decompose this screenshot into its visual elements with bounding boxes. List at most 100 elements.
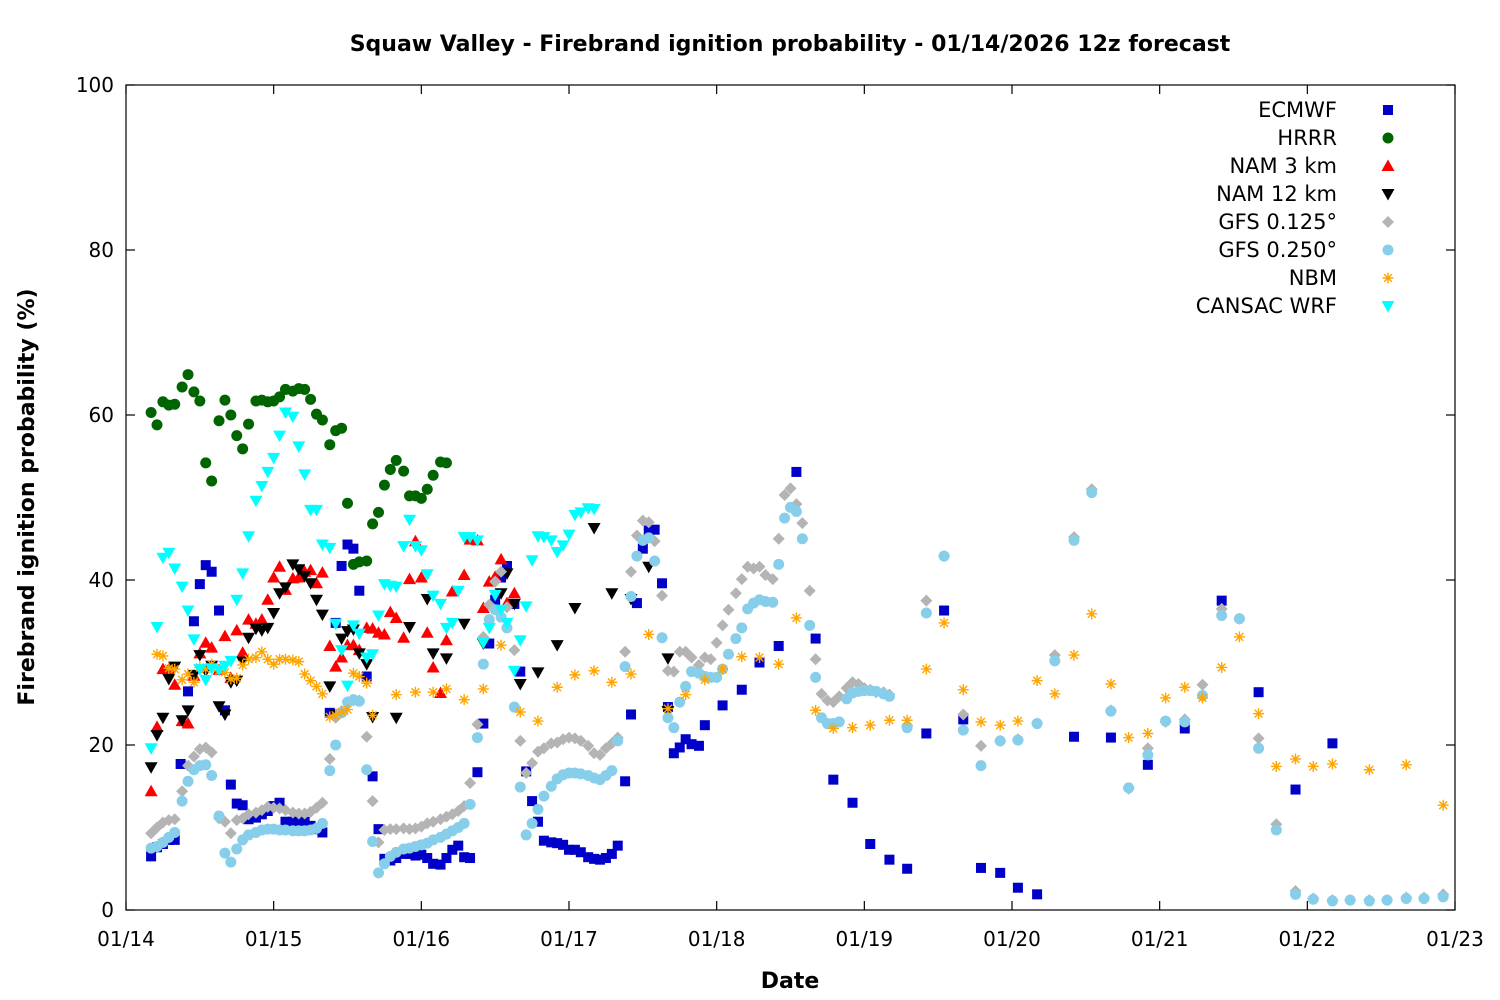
y-tick-label: 80 — [89, 238, 114, 262]
ecmwf-point — [1069, 731, 1080, 742]
hrrr-point — [378, 479, 390, 491]
cansac-wrf-point — [408, 541, 422, 553]
gfs-0-125-point — [784, 482, 797, 495]
nbm-point — [330, 709, 342, 721]
hrrr-point — [274, 391, 286, 403]
nam-12-km-point — [162, 674, 176, 686]
hrrr-point — [427, 469, 439, 481]
ecmwf-point — [416, 849, 427, 860]
gfs-0-125-point — [753, 560, 766, 573]
nam-3-km-point — [457, 568, 471, 581]
hrrr-point — [188, 386, 200, 398]
cansac-wrf-point — [242, 531, 256, 543]
nam-3-km-point — [434, 686, 448, 699]
ecmwf-point — [643, 525, 654, 536]
ecmwf-point — [175, 758, 186, 769]
nbm-point — [347, 667, 359, 679]
ecmwf-point — [558, 839, 569, 850]
nbm-point — [551, 681, 563, 693]
legend-label-nam-3-km: NAM 3 km — [1229, 154, 1337, 178]
ecmwf-point — [183, 686, 194, 697]
nbm-point — [440, 683, 452, 695]
x-tick-label: 01/16 — [393, 927, 451, 951]
nbm-point — [219, 666, 231, 678]
nbm-point — [409, 686, 421, 698]
gfs-0-250-point — [779, 512, 791, 524]
ecmwf-point — [538, 835, 549, 846]
cansac-wrf-point — [323, 542, 337, 555]
cansac-wrf-point — [574, 507, 588, 519]
ecmwf-point — [575, 847, 586, 858]
gfs-0-125-point — [514, 734, 527, 747]
cansac-wrf-point — [335, 645, 349, 657]
gfs-0-125-point — [716, 619, 729, 632]
gfs-0-250-point — [994, 735, 1006, 747]
nam-12-km-point — [242, 632, 256, 645]
nbm-point — [1216, 661, 1228, 673]
nbm-point — [1031, 675, 1043, 687]
y-tick-label: 20 — [89, 733, 114, 757]
legend-marker-nam-12-km — [1381, 189, 1395, 201]
nam-3-km-point — [261, 593, 275, 605]
gfs-0-125-point — [205, 746, 218, 759]
nbm-point — [237, 659, 249, 671]
gfs-0-250-point — [1031, 718, 1043, 730]
nbm-point — [883, 714, 895, 726]
nam-3-km-point — [420, 626, 434, 638]
cansac-wrf-point — [249, 495, 263, 508]
nam-12-km-point — [550, 640, 564, 652]
legend-label-gfs-0-250: GFS 0.250° — [1218, 238, 1337, 262]
nam-3-km-point — [218, 629, 232, 642]
ecmwf-point — [280, 816, 291, 827]
ecmwf-point — [231, 798, 242, 809]
gfs-0-125-point — [778, 489, 791, 502]
nbm-point — [176, 674, 188, 686]
gfs-0-125-point — [815, 687, 828, 700]
cansac-wrf-point — [562, 529, 576, 542]
ecmwf-point — [637, 543, 648, 554]
nbm-point — [1400, 759, 1412, 771]
cansac-wrf-point — [187, 634, 201, 646]
gfs-0-250-point — [1437, 891, 1449, 903]
cansac-wrf-point — [556, 540, 570, 552]
ecmwf-point — [686, 739, 697, 750]
gfs-0-250-point — [1012, 734, 1024, 746]
cansac-wrf-point — [525, 555, 539, 567]
nbm-point — [662, 703, 674, 715]
cansac-wrf-point — [224, 655, 238, 668]
gfs-0-125-point — [582, 739, 595, 752]
gfs-0-250-point — [532, 803, 544, 815]
hrrr-point — [384, 463, 396, 475]
nam-3-km-point — [476, 601, 490, 614]
hrrr-point — [243, 418, 255, 430]
gfs-0-250-point — [324, 765, 336, 777]
cansac-wrf-point — [420, 569, 434, 581]
gfs-0-125-point — [920, 594, 933, 607]
ecmwf-point — [391, 853, 402, 864]
cansac-wrf-point — [544, 535, 558, 547]
cansac-wrf-point — [389, 581, 403, 594]
ecmwf-point — [828, 774, 839, 785]
hrrr-point — [305, 393, 317, 405]
nam-3-km-point — [426, 660, 440, 673]
gfs-0-125-point — [176, 785, 189, 798]
ecmwf-point — [699, 720, 710, 731]
nam-12-km-point — [323, 681, 337, 693]
gfs-0-250-point — [182, 775, 194, 787]
nam-3-km-point — [205, 641, 219, 653]
gfs-0-250-point — [1105, 705, 1117, 717]
nam-3-km-point — [439, 633, 453, 646]
nam-3-km-point — [329, 660, 343, 672]
gfs-0-250-point — [1381, 894, 1393, 906]
gfs-0-250-point — [674, 696, 686, 708]
cansac-wrf-point — [261, 466, 275, 479]
ecmwf-point — [902, 863, 913, 874]
cansac-wrf-point — [298, 469, 312, 481]
nam-12-km-point — [315, 609, 329, 622]
hrrr-point — [145, 407, 157, 419]
ecmwf-point — [668, 748, 679, 759]
hrrr-point — [219, 394, 231, 406]
gfs-0-250-point — [975, 760, 987, 772]
cansac-wrf-point — [286, 411, 300, 424]
nam-3-km-point — [507, 586, 521, 599]
